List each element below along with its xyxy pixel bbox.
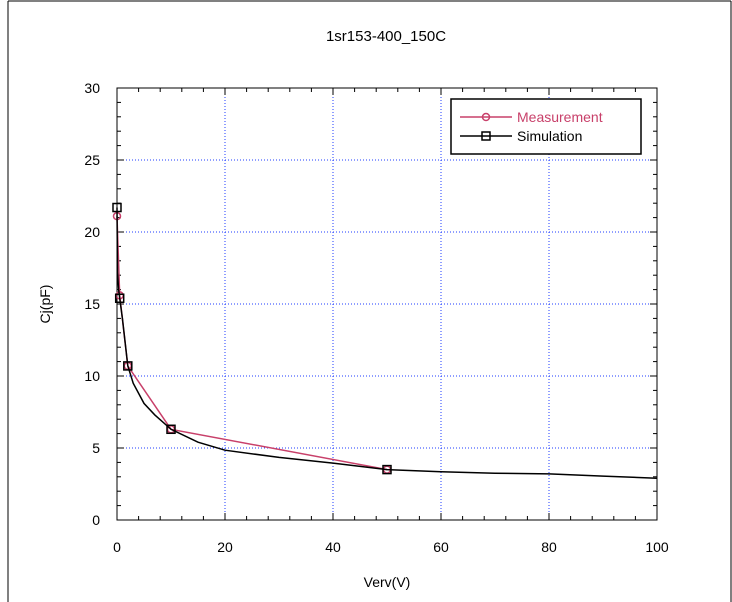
series-group (112, 202, 658, 479)
y-tick-label: 10 (84, 368, 100, 384)
x-tick-label: 80 (541, 539, 557, 555)
legend-simulation-label: Simulation (517, 128, 582, 144)
measurement-line (116, 216, 388, 471)
axis-ticks (116, 87, 658, 521)
x-axis-label: Verv(V) (364, 574, 411, 590)
simulation-point (123, 361, 133, 371)
y-tick-label: 20 (84, 224, 100, 240)
x-tick-label: 60 (433, 539, 449, 555)
legend: Measurement Simulation (450, 98, 642, 155)
y-tick-label: 0 (92, 512, 100, 528)
chart-title: 1sr153-400_150C (326, 28, 446, 45)
simulation-point (382, 464, 392, 475)
simulation-point (112, 202, 122, 213)
legend-measurement-label: Measurement (517, 109, 603, 125)
x-tick-label: 20 (217, 539, 233, 555)
x-tick-label: 40 (325, 539, 341, 555)
y-tick-label: 30 (84, 80, 100, 96)
simulation-line (116, 207, 658, 479)
simulation-point (166, 424, 176, 435)
legend-measurement-marker (481, 112, 491, 122)
x-tick-label: 0 (113, 539, 121, 555)
grid-lines (117, 88, 657, 520)
y-tick-label: 5 (92, 440, 100, 456)
y-tick-label: 25 (84, 152, 100, 168)
legend-simulation-marker (481, 131, 491, 141)
x-tick-label: 100 (645, 539, 669, 555)
simulation-point (114, 293, 125, 303)
y-axis-label: Cj(pF) (37, 285, 53, 324)
axis-tick-labels: 0 20 40 60 80 100 0 5 10 15 20 25 30 (84, 80, 668, 555)
y-tick-label: 15 (84, 296, 100, 312)
legend-box (450, 98, 642, 155)
